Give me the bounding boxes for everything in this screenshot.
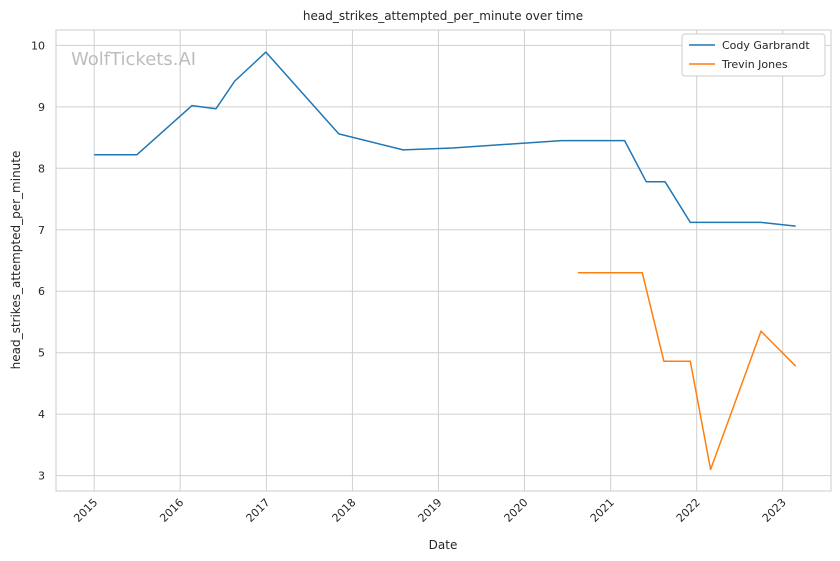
legend-label-cody-garbrandt: Cody Garbrandt <box>722 39 810 52</box>
y-tick-label: 9 <box>38 101 45 114</box>
x-tick-label: 2023 <box>760 496 789 525</box>
y-tick-label: 4 <box>38 408 45 421</box>
series-lines <box>94 51 797 471</box>
y-tick-label: 3 <box>38 470 45 483</box>
chart-title: head_strikes_attempted_per_minute over t… <box>303 9 583 23</box>
x-tick-label: 2016 <box>157 496 186 525</box>
y-tick-label: 7 <box>38 224 45 237</box>
y-tick-label: 6 <box>38 285 45 298</box>
plot-area <box>55 29 832 492</box>
x-axis-title: Date <box>429 538 458 552</box>
legend-box <box>681 33 826 77</box>
x-tick-label: 2018 <box>330 496 359 525</box>
watermark-text: WolfTickets.AI <box>71 49 196 70</box>
y-axis-title: head_strikes_attempted_per_minute <box>9 151 23 370</box>
x-tick-label: 2017 <box>244 496 273 525</box>
legend: Cody Garbrandt Trevin Jones <box>681 33 826 77</box>
y-tick-label: 8 <box>38 162 45 175</box>
x-tick-label: 2019 <box>416 496 445 525</box>
legend-label-trevin-jones: Trevin Jones <box>721 58 788 71</box>
x-tick-label: 2021 <box>588 496 617 525</box>
y-tick-label: 10 <box>31 39 45 52</box>
x-tick-label: 2015 <box>71 496 100 525</box>
y-tick-label: 5 <box>38 347 45 360</box>
x-tick-label: 2022 <box>674 496 703 525</box>
series-line-trevin-jones <box>577 272 797 471</box>
grid-layer <box>56 30 831 491</box>
series-line-cody-garbrandt <box>94 51 796 227</box>
x-tick-label: 2020 <box>502 496 531 525</box>
